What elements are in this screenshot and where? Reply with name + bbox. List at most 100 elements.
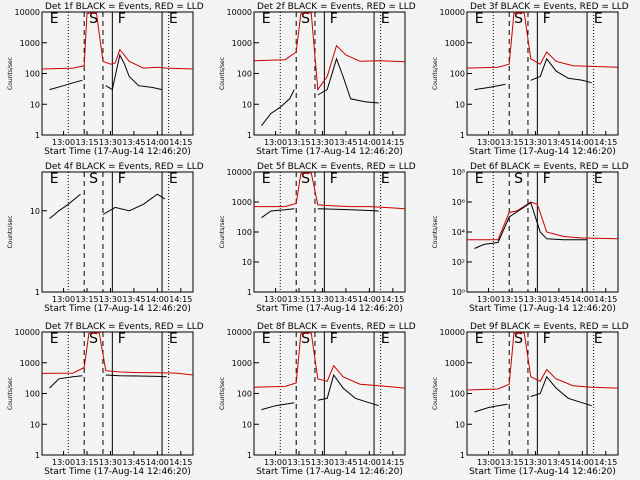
x-tick-label: 14:00 [146,458,169,467]
y-axis-label: Counts/sec [7,57,14,90]
phase-marker: E [169,331,178,347]
x-tick-label: 13:15 [500,138,523,147]
x-tick-label: 13:15 [500,458,523,467]
events-series [49,193,81,219]
phase-marker: F [118,331,126,347]
y-tick-label: 1000 [232,198,252,207]
phase-marker: E [381,331,390,347]
x-tick-label: 14:15 [169,138,192,147]
y-tick-label: 10 [455,100,465,109]
x-tick-label: 13:00 [52,458,75,467]
lld-series [253,12,406,91]
plot-frame [41,11,194,136]
x-tick-label: 13:15 [500,295,523,304]
phase-marker: F [330,171,338,187]
phase-marker: S [89,171,98,187]
x-axis-label: Start Time (17-Aug-14 12:46:20) [44,147,191,157]
y-tick-label: 100 [25,70,40,79]
y-tick-label: 10000 [227,328,252,337]
x-tick-label: 14:15 [381,295,404,304]
phase-marker: S [514,11,523,27]
x-tick-label: 13:45 [334,458,357,467]
panel-title: Det 2f BLACK = Events, RED = LLD [257,2,416,12]
events-series [317,57,379,104]
y-axis-label: Counts/sec [219,377,226,410]
x-tick-label: 14:00 [146,138,169,147]
y-tick-label: 1 [247,288,252,297]
x-tick-label: 13:00 [264,295,287,304]
panel-title: Det 5f BLACK = Events, RED = LLD [257,162,416,172]
panel-title: Det 4f BLACK = Events, RED = LLD [45,162,204,172]
events-series [317,373,379,407]
y-axis-label: Counts/sec [432,215,439,248]
x-tick-label: 13:30 [99,295,122,304]
phase-marker: F [543,11,551,27]
y-tick-label: 10000 [440,328,465,337]
y-tick-label: 10000 [15,328,40,337]
phase-marker: E [50,171,59,187]
x-tick-label: 13:30 [99,458,122,467]
y-axis-label: Counts/sec [432,57,439,90]
panel-9: Det 9f BLACK = Events, RED = LLD 1 10 100 10… [432,322,629,477]
x-tick-label: 13:30 [311,138,334,147]
x-tick-label: 13:45 [547,295,570,304]
x-tick-label: 13:45 [547,458,570,467]
panel-5: Det 5f BLACK = Events, RED = LLD 1 10 100 10… [219,162,416,314]
y-tick-label: 100 [450,390,465,399]
y-tick-label: 10 [30,207,40,216]
phase-marker: S [301,171,310,187]
x-tick-label: 13:15 [75,138,98,147]
y-tick-label: 1000 [445,359,465,368]
x-tick-label: 14:15 [594,295,617,304]
lld-series [466,12,619,69]
panel-title: Det 7f BLACK = Events, RED = LLD [45,322,204,332]
plot-frame [253,11,406,136]
phase-marker: F [543,331,551,347]
y-tick-label: 10 [242,100,252,109]
y-tick-label: 1000 [232,359,252,368]
phase-marker: F [118,171,126,187]
x-tick-label: 13:15 [287,458,310,467]
x-axis-label: Start Time (17-Aug-14 12:46:20) [469,147,616,157]
phase-marker: S [301,331,310,347]
x-tick-label: 13:30 [524,138,547,147]
x-tick-label: 14:00 [358,458,381,467]
events-series [105,53,163,91]
x-tick-label: 14:15 [381,138,404,147]
x-tick-label: 13:15 [287,138,310,147]
y-tick-label: 1 [35,131,40,140]
x-tick-label: 14:15 [594,458,617,467]
events-series [49,79,83,91]
x-tick-label: 13:45 [122,138,145,147]
phase-marker: E [262,11,271,27]
events-series [261,208,295,219]
phase-marker: E [475,171,484,187]
events-series [474,403,508,413]
phase-marker: E [50,331,59,347]
x-tick-label: 14:15 [381,458,404,467]
events-series [261,402,295,411]
x-tick-label: 13:45 [334,295,357,304]
x-tick-label: 13:00 [477,458,500,467]
y-tick-label: 1 [35,288,40,297]
x-tick-label: 13:00 [477,295,500,304]
x-tick-label: 14:15 [594,138,617,147]
events-series [105,374,167,378]
panel-8: Det 8f BLACK = Events, RED = LLD 1 10 100 10… [219,322,416,477]
phase-marker: E [381,11,390,27]
panel-title: Det 1f BLACK = Events, RED = LLD [45,2,204,12]
phase-marker: E [594,331,603,347]
lld-series [41,332,194,376]
phase-marker: F [330,11,338,27]
x-tick-label: 13:00 [52,138,75,147]
panel-title: Det 9f BLACK = Events, RED = LLD [470,322,629,332]
y-tick-label: 10⁴ [452,228,465,237]
x-tick-label: 13:00 [477,138,500,147]
y-tick-label: 10000 [227,168,252,177]
phase-marker: S [514,171,523,187]
y-tick-label: 100 [25,390,40,399]
x-axis-label: Start Time (17-Aug-14 12:46:20) [256,304,403,314]
y-tick-label: 100 [237,70,252,79]
x-tick-label: 14:00 [571,295,594,304]
